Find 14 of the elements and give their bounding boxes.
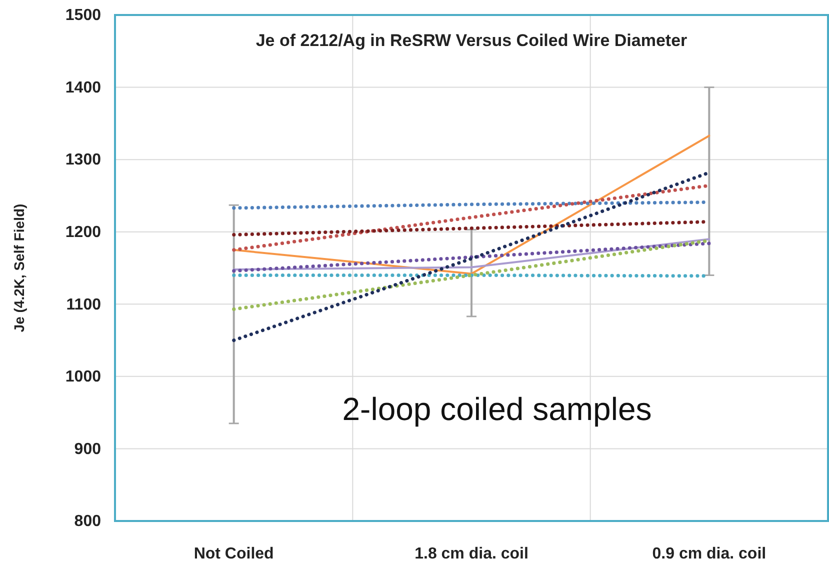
y-tick-label: 1000 bbox=[65, 368, 102, 386]
x-tick-label: Not Coiled bbox=[194, 545, 274, 562]
y-tick-label: 1400 bbox=[65, 79, 102, 96]
y-tick-label: 800 bbox=[74, 513, 102, 530]
y-axis-title: Je (4.2K, Self Field) bbox=[11, 204, 27, 332]
x-tick-label: 0.9 cm dia. coil bbox=[652, 545, 766, 562]
x-tick-label: 1.8 cm dia. coil bbox=[414, 545, 528, 562]
y-tick-label: 900 bbox=[74, 440, 102, 458]
annotation: 2-loop coiled samples bbox=[342, 391, 652, 427]
y-tick-label: 1200 bbox=[65, 224, 102, 241]
text: Je of 2212/Ag in ReSRW Versus Coiled Wire Diameter bbox=[256, 31, 688, 50]
y-tick-label: 1100 bbox=[66, 296, 102, 314]
y-tick-label: 1500 bbox=[65, 7, 102, 24]
y-tick-label: 1300 bbox=[65, 152, 102, 169]
